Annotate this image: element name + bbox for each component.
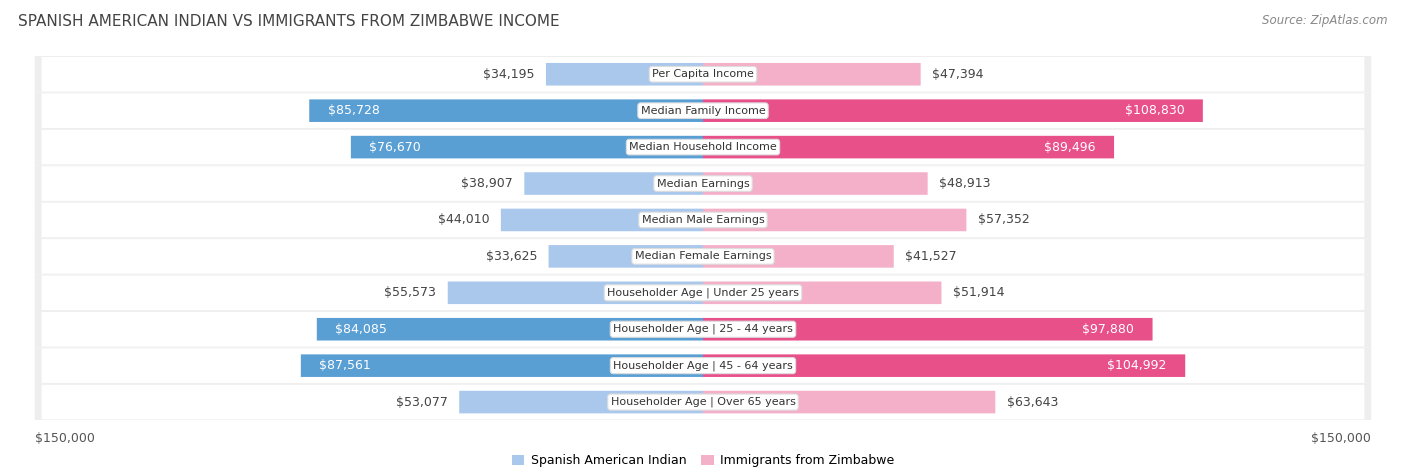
FancyBboxPatch shape <box>35 275 1371 311</box>
Text: Median Family Income: Median Family Income <box>641 106 765 116</box>
FancyBboxPatch shape <box>42 385 1364 419</box>
FancyBboxPatch shape <box>524 172 703 195</box>
Legend: Spanish American Indian, Immigrants from Zimbabwe: Spanish American Indian, Immigrants from… <box>506 449 900 467</box>
FancyBboxPatch shape <box>42 348 1364 383</box>
Text: Householder Age | Under 25 years: Householder Age | Under 25 years <box>607 288 799 298</box>
Text: $87,561: $87,561 <box>319 359 371 372</box>
Text: $48,913: $48,913 <box>939 177 991 190</box>
FancyBboxPatch shape <box>352 136 703 158</box>
Text: SPANISH AMERICAN INDIAN VS IMMIGRANTS FROM ZIMBABWE INCOME: SPANISH AMERICAN INDIAN VS IMMIGRANTS FR… <box>18 14 560 29</box>
FancyBboxPatch shape <box>42 130 1364 164</box>
FancyBboxPatch shape <box>35 92 1371 129</box>
FancyBboxPatch shape <box>35 311 1371 347</box>
FancyBboxPatch shape <box>42 57 1364 92</box>
FancyBboxPatch shape <box>35 202 1371 238</box>
Text: $150,000: $150,000 <box>35 432 94 445</box>
Text: $34,195: $34,195 <box>484 68 534 81</box>
FancyBboxPatch shape <box>35 165 1371 202</box>
Text: Source: ZipAtlas.com: Source: ZipAtlas.com <box>1263 14 1388 27</box>
Text: $47,394: $47,394 <box>932 68 984 81</box>
FancyBboxPatch shape <box>35 56 1371 92</box>
FancyBboxPatch shape <box>42 312 1364 347</box>
Text: $55,573: $55,573 <box>384 286 436 299</box>
Text: Householder Age | 45 - 64 years: Householder Age | 45 - 64 years <box>613 361 793 371</box>
Text: $104,992: $104,992 <box>1108 359 1167 372</box>
Text: $63,643: $63,643 <box>1007 396 1059 409</box>
FancyBboxPatch shape <box>703 391 995 413</box>
FancyBboxPatch shape <box>460 391 703 413</box>
FancyBboxPatch shape <box>703 172 928 195</box>
FancyBboxPatch shape <box>703 63 921 85</box>
FancyBboxPatch shape <box>501 209 703 231</box>
FancyBboxPatch shape <box>316 318 703 340</box>
FancyBboxPatch shape <box>35 238 1371 275</box>
Text: Householder Age | Over 65 years: Householder Age | Over 65 years <box>610 397 796 407</box>
Text: $53,077: $53,077 <box>396 396 447 409</box>
Text: $44,010: $44,010 <box>437 213 489 226</box>
FancyBboxPatch shape <box>703 99 1204 122</box>
Text: $150,000: $150,000 <box>1312 432 1371 445</box>
FancyBboxPatch shape <box>447 282 703 304</box>
FancyBboxPatch shape <box>42 166 1364 201</box>
Text: $85,728: $85,728 <box>328 104 380 117</box>
Text: $108,830: $108,830 <box>1125 104 1184 117</box>
Text: $84,085: $84,085 <box>335 323 387 336</box>
Text: $41,527: $41,527 <box>905 250 957 263</box>
Text: $89,496: $89,496 <box>1045 141 1095 154</box>
Text: Median Male Earnings: Median Male Earnings <box>641 215 765 225</box>
FancyBboxPatch shape <box>42 276 1364 310</box>
FancyBboxPatch shape <box>703 318 1153 340</box>
FancyBboxPatch shape <box>42 239 1364 274</box>
Text: $57,352: $57,352 <box>979 213 1029 226</box>
Text: $76,670: $76,670 <box>370 141 420 154</box>
Text: $38,907: $38,907 <box>461 177 513 190</box>
Text: Householder Age | 25 - 44 years: Householder Age | 25 - 44 years <box>613 324 793 334</box>
FancyBboxPatch shape <box>546 63 703 85</box>
FancyBboxPatch shape <box>703 209 966 231</box>
Text: Per Capita Income: Per Capita Income <box>652 69 754 79</box>
FancyBboxPatch shape <box>35 129 1371 165</box>
FancyBboxPatch shape <box>703 245 894 268</box>
FancyBboxPatch shape <box>42 93 1364 128</box>
Text: Median Earnings: Median Earnings <box>657 178 749 189</box>
FancyBboxPatch shape <box>309 99 703 122</box>
FancyBboxPatch shape <box>703 282 942 304</box>
Text: $51,914: $51,914 <box>953 286 1004 299</box>
FancyBboxPatch shape <box>35 384 1371 420</box>
FancyBboxPatch shape <box>35 347 1371 384</box>
FancyBboxPatch shape <box>42 203 1364 237</box>
Text: Median Female Earnings: Median Female Earnings <box>634 251 772 262</box>
FancyBboxPatch shape <box>301 354 703 377</box>
FancyBboxPatch shape <box>548 245 703 268</box>
Text: Median Household Income: Median Household Income <box>628 142 778 152</box>
FancyBboxPatch shape <box>703 354 1185 377</box>
Text: $97,880: $97,880 <box>1083 323 1135 336</box>
Text: $33,625: $33,625 <box>485 250 537 263</box>
FancyBboxPatch shape <box>703 136 1114 158</box>
